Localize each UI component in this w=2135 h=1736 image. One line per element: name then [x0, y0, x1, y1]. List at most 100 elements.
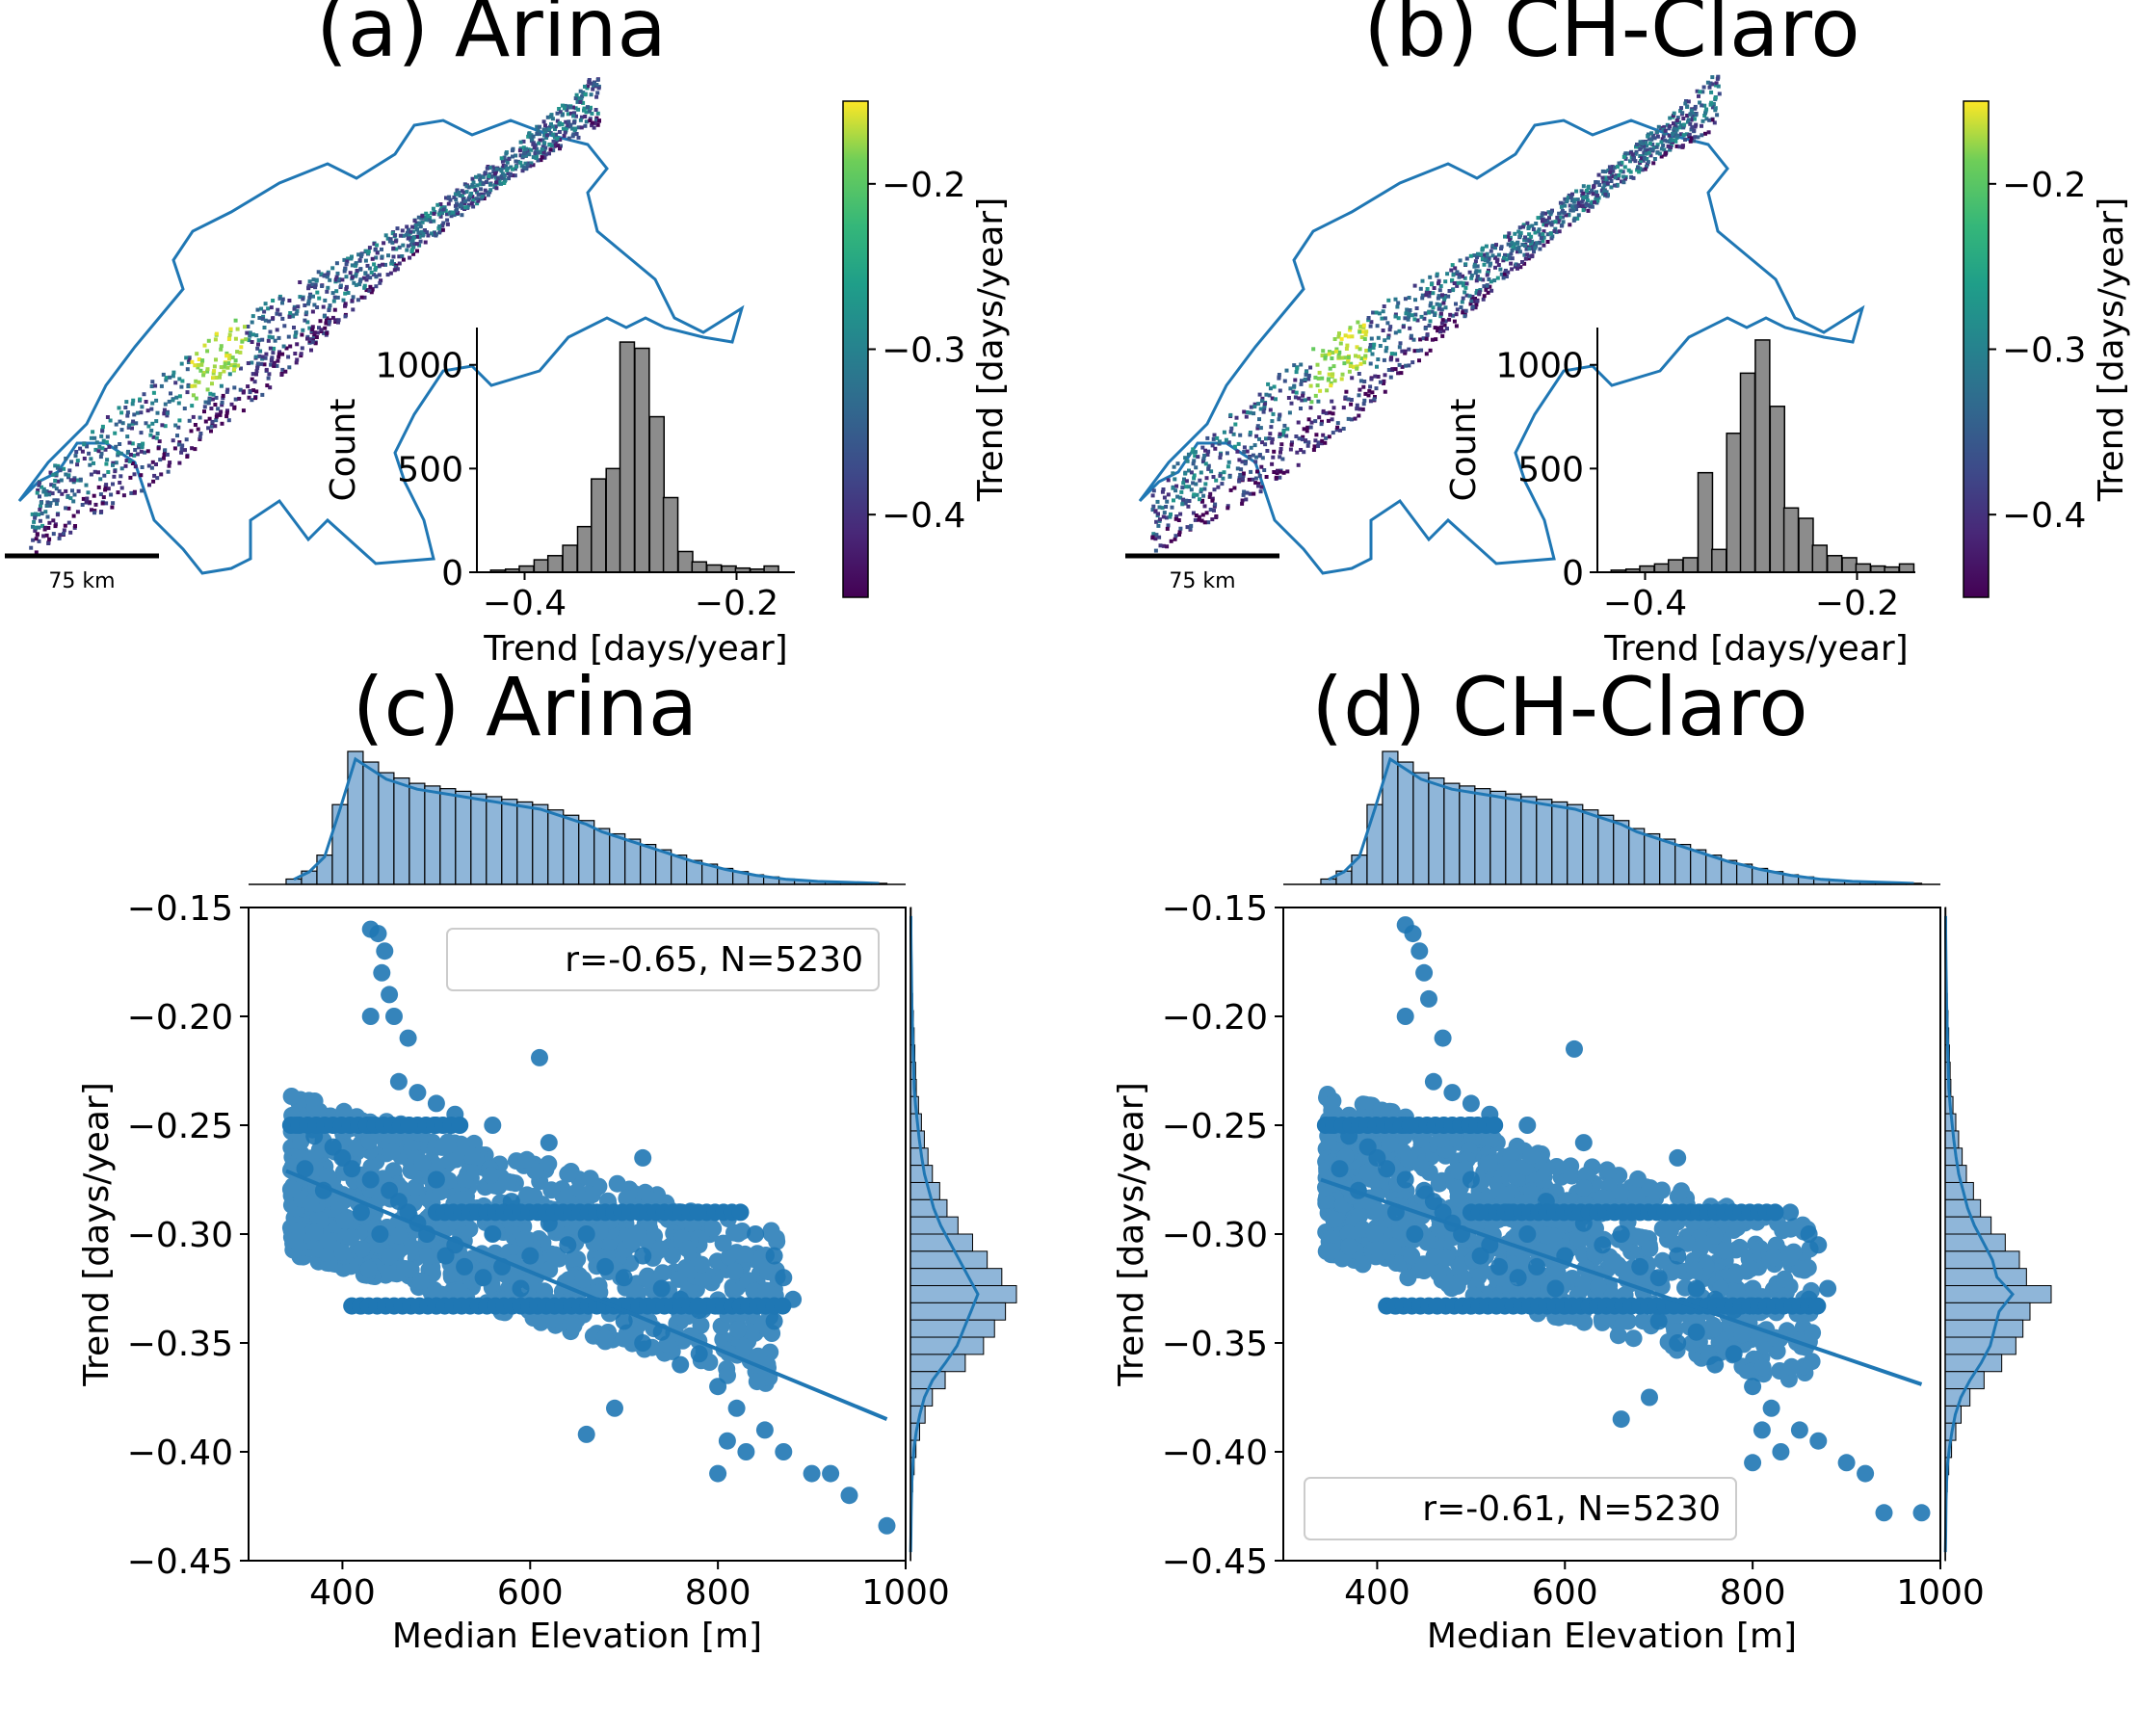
- y-axis-label: Trend [days/year]: [77, 1082, 117, 1386]
- histogram-bar: [1798, 517, 1814, 573]
- data-point: [1351, 1207, 1369, 1225]
- panel-title: (b) CH-Claro: [1363, 0, 1859, 75]
- data-point: [456, 1171, 474, 1189]
- marginal-bar: [909, 1354, 966, 1373]
- marginal-bar: [470, 793, 488, 885]
- marginal-bar: [1567, 803, 1584, 885]
- marginal-bar: [455, 790, 472, 885]
- legend-label: r=-0.61, N=5230: [1422, 1489, 1721, 1529]
- data-point: [542, 1181, 561, 1199]
- marginal-bar: [424, 785, 441, 885]
- x-axis-label: Median Elevation [m]: [1427, 1617, 1797, 1656]
- data-point: [1437, 1249, 1455, 1268]
- histogram-bar: [1726, 433, 1742, 573]
- data-point: [1502, 1145, 1520, 1164]
- data-point: [1808, 1297, 1827, 1315]
- marginal-bar: [393, 776, 410, 885]
- y-tick-label: 0: [441, 554, 463, 593]
- colorbar-tick-label: −0.2: [2002, 166, 2086, 205]
- data-point: [822, 1464, 840, 1483]
- data-point: [1624, 1329, 1643, 1348]
- marginal-bar: [501, 799, 518, 885]
- kde-curve: [1943, 915, 2015, 1553]
- data-point: [1730, 1238, 1749, 1256]
- switzerland-map: [17, 77, 744, 575]
- marginal-bar: [1628, 828, 1646, 885]
- data-point: [1404, 925, 1422, 943]
- data-point: [512, 1279, 530, 1298]
- data-point: [1480, 1154, 1498, 1172]
- marginal-bar: [909, 1216, 959, 1235]
- data-point: [775, 1269, 793, 1287]
- data-point: [803, 1464, 821, 1483]
- data-point: [282, 1088, 301, 1105]
- data-point: [454, 1190, 472, 1208]
- histogram-bar: [1667, 559, 1684, 573]
- data-point: [1726, 1266, 1744, 1284]
- data-point: [1450, 1162, 1468, 1180]
- data-point: [595, 1329, 614, 1347]
- data-point: [1762, 1399, 1780, 1417]
- y-tick-label: −0.40: [127, 1434, 233, 1473]
- data-point: [1629, 1170, 1647, 1188]
- data-point: [517, 1150, 536, 1169]
- histogram-bar: [1769, 406, 1786, 573]
- data-point: [381, 986, 399, 1004]
- data-point: [775, 1443, 793, 1460]
- marginal-bar: [1613, 820, 1630, 885]
- data-point: [1875, 1504, 1893, 1522]
- data-point: [559, 1165, 577, 1183]
- data-point: [1415, 1181, 1434, 1199]
- marginal-bar: [1944, 1250, 2020, 1270]
- data-point: [1574, 1134, 1593, 1152]
- marginal-bar: [1474, 788, 1491, 885]
- colorbar-label: Trend [days/year]: [2092, 197, 2131, 502]
- data-point: [283, 1180, 302, 1198]
- data-point: [399, 1029, 417, 1047]
- data-point: [1809, 1236, 1828, 1254]
- data-point: [672, 1355, 690, 1374]
- marginal-bar: [1944, 1147, 1964, 1167]
- data-point: [342, 1228, 360, 1247]
- marginal-bar: [1944, 1285, 2052, 1303]
- scale-bar-label: 75 km: [48, 569, 115, 593]
- data-point: [335, 1102, 353, 1120]
- y-tick-label: −0.45: [127, 1542, 233, 1582]
- data-point: [1669, 1148, 1687, 1167]
- data-point: [1669, 1247, 1687, 1265]
- data-point: [352, 1203, 370, 1222]
- histogram-bar: [576, 525, 593, 573]
- data-point: [353, 1240, 371, 1258]
- histogram-bar: [1811, 544, 1829, 573]
- data-point: [1594, 1189, 1612, 1207]
- data-point: [1598, 1161, 1617, 1179]
- data-point: [382, 1143, 401, 1160]
- marginal-bar: [1944, 1336, 2016, 1355]
- marginal-bar: [640, 843, 657, 885]
- histogram-bar: [634, 347, 650, 573]
- marginal-bar: [547, 809, 565, 885]
- data-point: [565, 1249, 583, 1268]
- histogram-bar: [691, 561, 708, 573]
- data-point: [450, 1282, 468, 1301]
- marginal-bar: [609, 832, 626, 885]
- data-point: [1340, 1238, 1358, 1255]
- panel-title: (c) Arina: [353, 660, 698, 754]
- marginal-bar: [624, 838, 642, 885]
- data-point: [1325, 1210, 1343, 1228]
- data-point: [1678, 1234, 1697, 1252]
- data-point: [1503, 1255, 1521, 1273]
- marginal-bar: [316, 855, 333, 885]
- data-point: [1857, 1464, 1875, 1483]
- marginal-bar: [1674, 843, 1692, 885]
- histogram-bar: [1739, 372, 1756, 573]
- data-point: [373, 963, 391, 982]
- data-point: [1912, 1504, 1931, 1522]
- data-point: [399, 1203, 417, 1222]
- scatter-axes: 400 600 800 1000 −0.15 −0.20 −0.25 −0.30 −0.35 −0…: [1112, 889, 1985, 1656]
- marginal-bar: [909, 1147, 929, 1167]
- marginal-bar: [909, 1319, 995, 1338]
- marginal-bar: [563, 814, 580, 885]
